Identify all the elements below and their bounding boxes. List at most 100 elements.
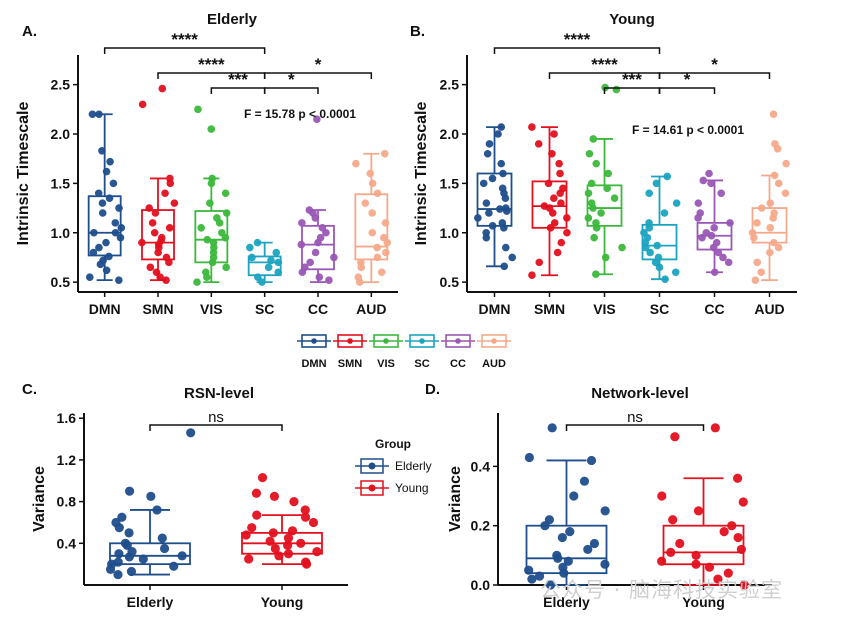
data-point [272,248,281,257]
data-point [152,505,162,515]
data-point [583,544,593,555]
x-tick-label: DMN [89,301,121,317]
data-point [496,205,504,213]
legend-label: DMN [301,358,326,370]
data-point [528,271,536,280]
data-point [710,224,719,232]
data-point [524,565,534,575]
data-point [589,538,600,549]
bracket-line [149,424,283,431]
box-iqr [109,542,191,566]
x-tick-label: SMN [142,301,173,317]
data-point [381,219,390,227]
data-point [206,199,214,207]
x-tick-label: CC [308,301,328,317]
data-point [563,556,573,566]
data-point [668,515,678,525]
data-point [203,235,212,244]
x-tick-label: SC [255,301,274,317]
data-point [274,551,284,561]
data-point [770,209,778,217]
data-point [380,233,388,242]
data-point [766,248,774,257]
data-point [671,268,680,277]
data-point [474,214,482,222]
legend-dot [347,338,353,344]
data-point [105,252,113,261]
box-DMN [85,110,126,284]
data-point [584,189,593,198]
data-point [691,559,701,569]
box-SMN [528,123,571,280]
data-point [109,179,118,188]
data-point [548,149,556,158]
data-point [186,428,196,438]
x-tick-label: Young [261,594,304,610]
data-point [169,561,179,571]
data-point [712,238,721,247]
data-point [714,248,723,257]
data-point [102,238,110,247]
data-point [534,571,545,581]
data-point [354,273,363,281]
box-Elderly [105,428,196,580]
data-point [497,159,506,168]
data-point [254,273,262,281]
data-point [485,140,494,148]
data-point [482,199,491,207]
data-point [528,123,536,131]
chart-title: Elderly [207,11,258,28]
data-point [766,224,774,232]
data-point [253,238,262,247]
data-point [221,189,230,198]
data-point [640,228,648,237]
bracket-label: *** [228,70,248,89]
data-point [694,199,703,207]
panel-label: C. [22,381,37,398]
data-point [710,423,720,433]
data-point [300,505,310,515]
data-point [612,85,621,94]
y-tick-label: 0.4 [471,458,491,474]
data-point [565,527,575,537]
data-point [274,258,283,267]
data-point [589,135,598,143]
data-point [774,179,783,188]
bracket-label: *** [622,70,642,89]
data-point [738,497,748,507]
data-point [252,510,262,520]
data-point [558,562,568,572]
data-point [197,224,205,232]
data-point [559,184,567,193]
data-point [150,228,159,237]
data-point [377,268,386,277]
data-point [488,174,497,183]
data-point [85,273,94,281]
data-point [357,258,365,267]
data-point [540,202,549,210]
legend-label: AUD [482,358,506,370]
data-point [105,194,114,202]
legend-dot [368,484,376,492]
box-iqr [354,193,389,261]
stat-text: F = 14.61 p < 0.0001 [632,123,744,137]
box-CC [694,169,734,277]
data-point [300,512,311,522]
data-point [269,491,280,501]
data-point [116,233,125,242]
data-point [485,209,493,217]
bracket-label: **** [171,30,198,49]
data-point [753,258,762,267]
box-CC [297,115,338,284]
data-point [550,194,558,202]
data-point [710,268,719,277]
data-point [124,528,134,538]
data-point [207,125,216,133]
data-point [713,574,723,584]
data-point [544,179,553,188]
data-point [601,253,610,262]
data-point [592,159,601,168]
data-point [301,557,311,567]
data-point [162,276,170,284]
data-point [98,209,107,217]
